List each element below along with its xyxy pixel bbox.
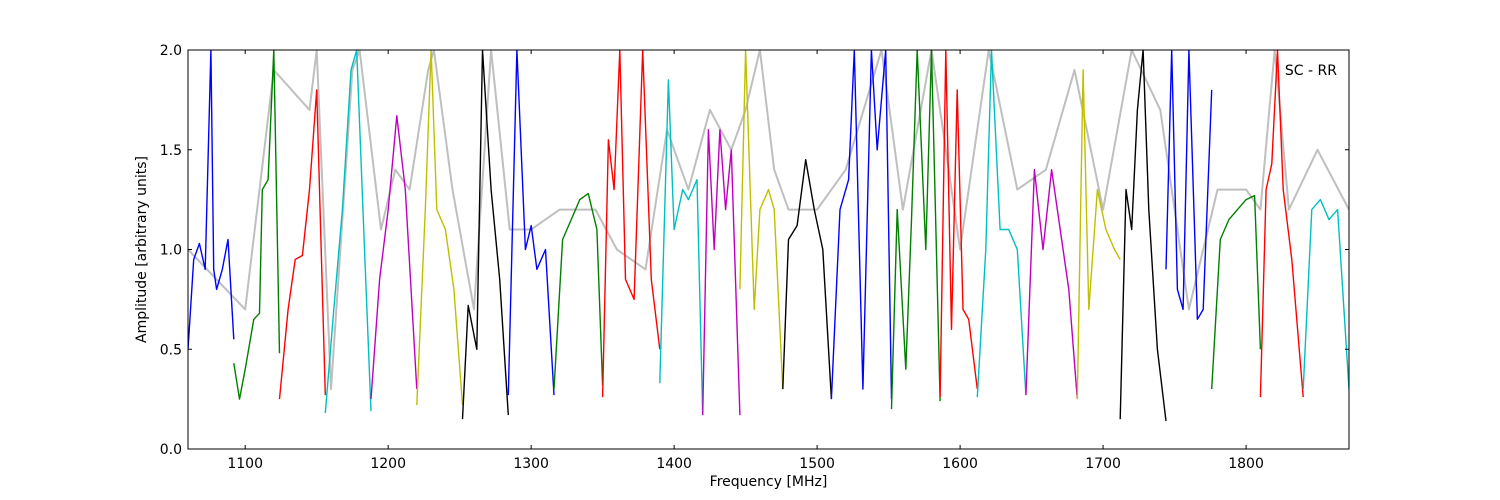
series-line-segment: [939, 50, 978, 398]
series-layer: [188, 50, 1349, 422]
series-line-segment: [1076, 69, 1121, 400]
x-tick-label: 1100: [227, 456, 263, 472]
series-line-segment: [416, 50, 464, 406]
series-line-segment: [461, 50, 509, 420]
series-line-segment: [1259, 50, 1304, 398]
series-line-segment: [1119, 50, 1167, 422]
x-tick-label: 1300: [513, 456, 549, 472]
series-line-segment: [830, 50, 893, 400]
series-line-segment: [1302, 198, 1349, 390]
series-line-segment: [976, 50, 1027, 398]
series-line-segment: [188, 50, 235, 350]
series-line-segment: [702, 129, 741, 416]
series-line-segment: [890, 50, 941, 410]
series-line-segment: [739, 50, 784, 390]
series-line-segment: [1025, 168, 1078, 400]
x-tick-label: 1600: [942, 456, 978, 472]
series-line-segment: [370, 115, 418, 400]
x-tick-label: 1800: [1228, 456, 1264, 472]
chart-annotation: SC - RR: [1285, 63, 1337, 79]
y-tick-label: 0.5: [160, 342, 182, 358]
series-line-segment: [601, 50, 661, 398]
axes-background: [188, 50, 1349, 449]
x-tick-label: 1700: [1085, 456, 1121, 472]
x-axis-label: Frequency [MHz]: [710, 474, 828, 490]
y-axis-ticks: 0.0 0.5 1.0 1.5 2.0: [160, 43, 1349, 458]
y-tick-label: 1.5: [160, 143, 182, 159]
series-line-segment: [507, 50, 555, 396]
series-line-segment: [1165, 50, 1213, 320]
series-line-segment: [782, 158, 833, 400]
series-line-segment: [553, 192, 604, 390]
series-line-segment: [278, 89, 326, 400]
series-line-segment: [659, 79, 704, 416]
y-tick-label: 2.0: [160, 43, 182, 59]
series-line-segment: [1211, 194, 1262, 390]
plot-area: 1100 1200 1300 1400 1500 1600 1700 1800 0.0 0.5 1…: [160, 43, 1350, 472]
x-tick-label: 1200: [370, 456, 406, 472]
series-line-segment: [233, 50, 281, 400]
x-tick-label: 1500: [799, 456, 835, 472]
series-line-segment: [324, 50, 372, 414]
y-tick-label: 0.0: [160, 442, 182, 458]
y-axis-label: Amplitude [arbitrary units]: [134, 156, 150, 343]
x-axis-ticks: 1100 1200 1300 1400 1500 1600 1700 1800: [227, 50, 1264, 472]
x-tick-label: 1400: [656, 456, 692, 472]
y-tick-label: 1.0: [160, 243, 182, 259]
